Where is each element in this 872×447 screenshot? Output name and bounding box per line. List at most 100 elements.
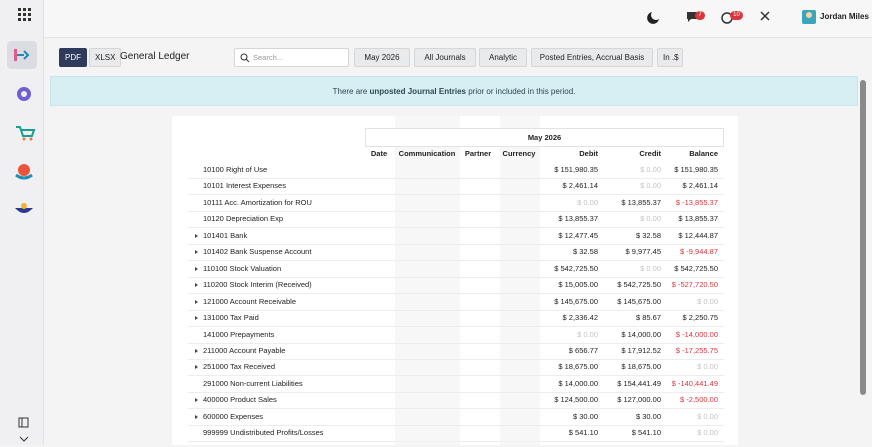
xlsx-button[interactable]: XLSX [89,48,122,67]
amount: $ 0.00 [640,181,661,191]
amount: $ 18,675.00 [558,362,598,372]
amount: $ 30.00 [572,411,598,421]
expand-caret[interactable] [195,266,198,271]
search-box[interactable]: Search... [234,48,349,67]
messages-badge: 7 [695,11,705,20]
column-header: Credit [639,149,661,158]
expand-caret[interactable] [195,233,198,238]
amount: $ 542,725.50 [554,263,598,273]
amount: $ 0.00 [577,329,598,339]
search-icon [240,53,250,63]
amount: $ 2,461.14 [682,181,718,191]
row-divider [188,309,724,311]
account-name[interactable]: 251000 Tax Received [203,362,275,372]
row-divider [188,391,724,393]
amount: $ 14,000.00 [621,329,661,339]
filter-button[interactable]: In .$ [657,48,683,67]
amount: $ 2,250.75 [682,313,718,323]
row-divider [188,194,724,196]
pdf-button[interactable]: PDF [59,48,87,67]
amount: $ 32.58 [635,230,661,240]
expand-caret[interactable] [195,414,198,419]
account-name[interactable]: 211000 Account Payable [203,345,286,355]
expand-caret[interactable] [195,365,198,370]
top-bar: 7 10 Jordan Miles [44,0,872,38]
column-header: Date [370,149,388,158]
expand-caret[interactable] [195,316,198,321]
row-divider [188,260,724,262]
amount: $ 0.00 [640,165,661,174]
amount: $ 17,912.52 [621,345,661,355]
activities-badge: 10 [730,11,743,20]
banner-link[interactable]: unposted Journal Entries [369,87,466,96]
amount: $ 0.00 [640,214,661,224]
account-name[interactable]: 110200 Stock Interim (Received) [203,280,312,290]
amount: $ 151,980.35 [554,165,598,174]
amount: $ 541.10 [631,428,661,438]
row-divider [188,210,724,212]
row-divider [188,375,724,377]
amount: $ 12,444.87 [678,230,718,240]
row-divider [188,441,724,443]
amount: $ 542,725.50 [674,263,718,273]
amount: $ 9,977.45 [625,247,661,257]
search-placeholder: Search... [253,53,284,62]
row-divider [188,408,724,410]
account-name: 10100 Right of Use [203,165,268,174]
filter-button[interactable]: All Journals [414,48,476,67]
amount: $ 14,000.00 [558,378,598,388]
account-name: 10120 Depreciation Exp [203,214,284,224]
banner-text: prior or included in this period. [465,87,576,96]
account-name: 10101 Interest Expenses [203,181,286,191]
amount: $ 656.77 [568,345,598,355]
amount: $ 30.00 [635,411,661,421]
expand-caret[interactable] [195,250,198,255]
amount: $ 0.00 [697,362,718,372]
amount: $ -9,944.87 [680,247,718,257]
row-divider [188,227,724,229]
filter-button[interactable]: Analytic [479,48,527,67]
row-divider [188,276,724,278]
expand-caret[interactable] [195,283,198,288]
filter-button[interactable]: Posted Entries, Accrual Basis [531,48,653,67]
account-name: 291000 Non-current Liabilities [203,378,303,388]
amount: $ 145,675.00 [617,296,661,306]
row-divider [188,178,724,179]
account-name[interactable]: 400000 Product Sales [203,395,277,405]
column-header: Debit [579,149,598,158]
amount: $ 541.10 [568,428,598,438]
account-name[interactable]: 600000 Expenses [203,411,264,421]
expand-caret[interactable] [195,398,198,403]
filter-button[interactable]: May 2026 [354,48,410,67]
account-name[interactable]: 110100 Stock Valuation [203,263,282,273]
expand-caret[interactable] [195,348,198,353]
amount: $ 0.00 [640,263,661,273]
row-divider [188,293,724,295]
amount: $ 124,500.00 [554,395,598,405]
column-header: Partner [464,149,492,158]
amount: $ -13,855.37 [675,197,718,207]
sidebar [0,0,44,445]
amount: $ 127,000.00 [617,395,661,405]
column-header: Balance [689,149,718,158]
user-name[interactable]: Jordan Miles [820,12,869,21]
amount: $ 2,461.14 [562,181,598,191]
banner-text: There are [332,87,370,96]
page-title: General Ledger [120,51,190,62]
amount: $ -2,500.00 [680,395,718,405]
account-name[interactable]: 131000 Tax Paid [203,313,259,323]
amount: $ 15,005.00 [558,280,598,290]
amount: $ 32.58 [572,247,598,257]
row-divider [188,424,724,426]
account-name[interactable]: 101402 Bank Suspense Account [203,247,312,257]
amount: $ 0.00 [697,411,718,421]
account-name[interactable]: 121000 Account Receivable [203,296,296,306]
amount: $ 145,675.00 [554,296,598,306]
account-name[interactable]: 101401 Bank [203,230,248,240]
expand-caret[interactable] [195,299,198,304]
account-name: 141000 Prepayments [203,329,275,339]
amount: $ 13,855.37 [678,214,718,224]
scrollbar[interactable] [860,80,866,395]
column-header: Communication [398,149,456,158]
